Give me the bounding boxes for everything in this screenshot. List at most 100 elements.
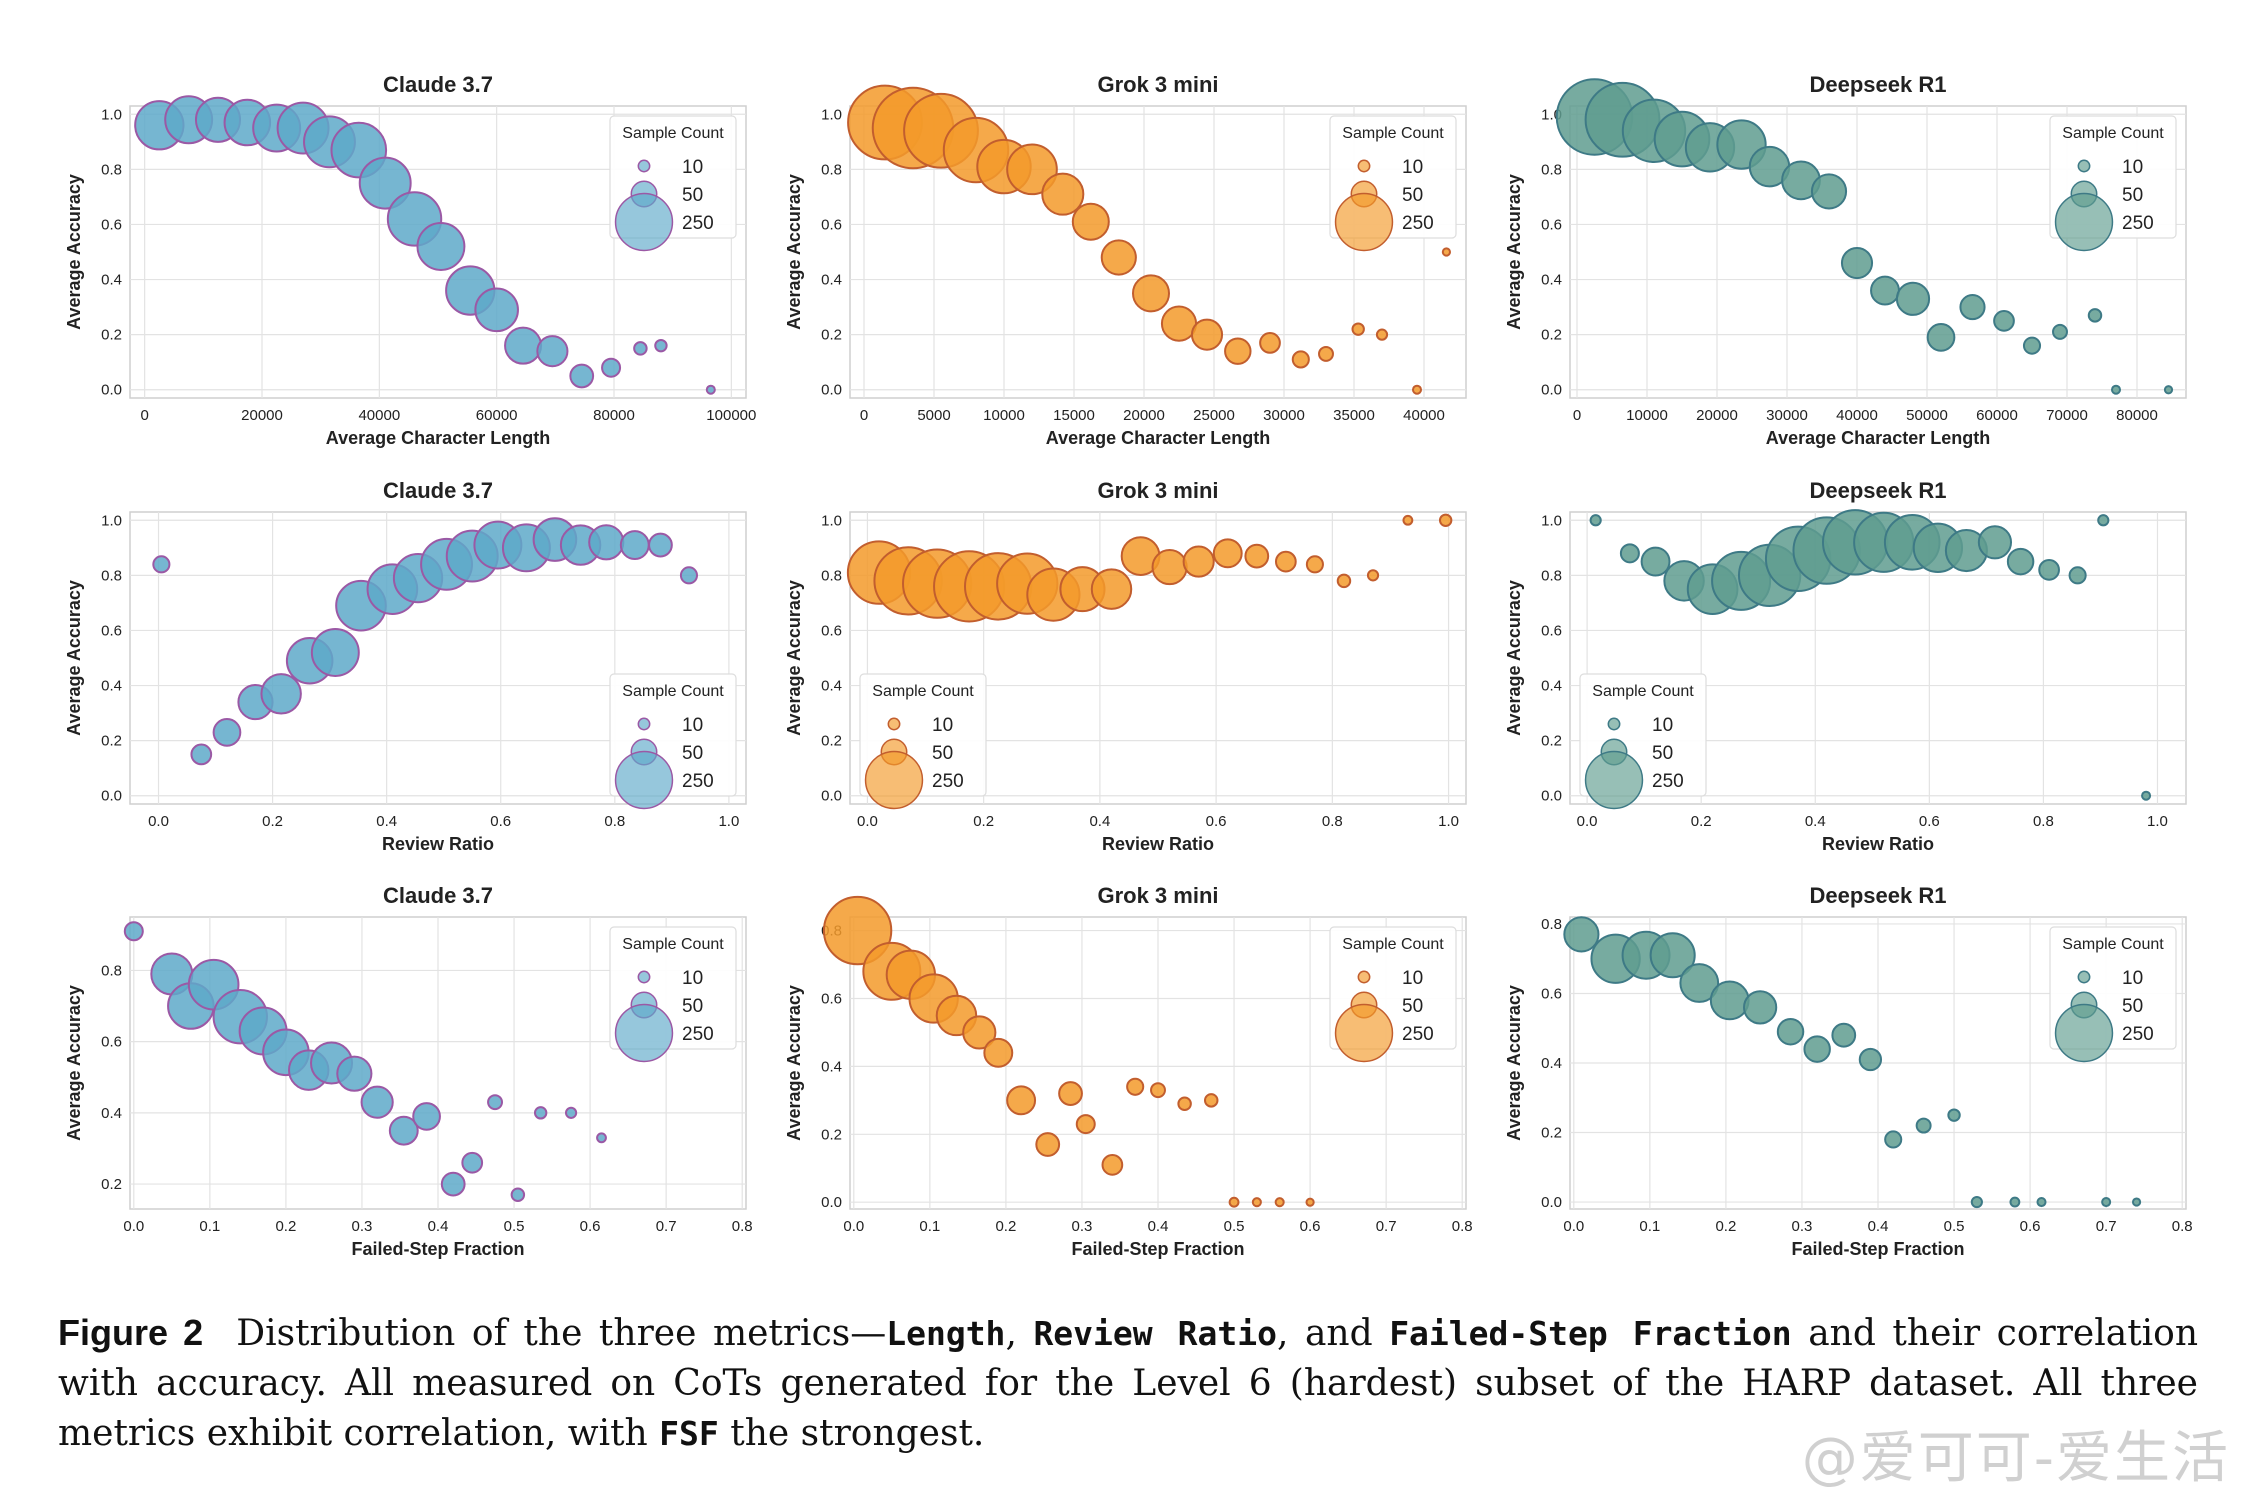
watermark: @爱可可-爱生活: [1801, 1426, 2230, 1491]
data-point: [1090, 568, 1133, 610]
y-tick-label: 1.0: [1541, 512, 1562, 529]
y-tick-label: 0.2: [1541, 1125, 1562, 1142]
legend-marker: [887, 717, 901, 731]
x-tick-label: 5000: [917, 407, 950, 424]
x-tick-label: 40000: [1403, 407, 1445, 424]
legend-entry: 10: [2122, 968, 2143, 989]
legend-title: Sample Count: [622, 125, 724, 142]
x-tick-label: 0.8: [1322, 813, 1343, 830]
legend-marker: [2054, 192, 2114, 252]
data-point: [962, 1015, 997, 1050]
data-point: [588, 524, 625, 561]
x-tick-label: 0.7: [656, 1218, 677, 1235]
legend-marker: [614, 750, 674, 810]
data-point: [1150, 1082, 1166, 1099]
legend-marker: [637, 159, 651, 173]
x-tick-label: 0.6: [580, 1218, 601, 1235]
legend-entry: 50: [682, 996, 703, 1017]
data-point: [1743, 990, 1778, 1025]
x-tick-label: 0.8: [1452, 1218, 1473, 1235]
x-tick-label: 0.3: [352, 1218, 373, 1235]
x-tick-label: 60000: [476, 407, 518, 424]
data-point: [2022, 336, 2042, 355]
y-tick-label: 0.4: [1541, 272, 1562, 289]
legend-marker: [637, 970, 651, 984]
x-tick-label: 0.0: [148, 813, 169, 830]
data-point: [1336, 573, 1352, 589]
x-tick-label: 0.8: [2172, 1218, 2193, 1235]
x-axis-label: Review Ratio: [1822, 834, 1934, 854]
data-point: [1251, 1197, 1262, 1208]
x-axis-label: Failed-Step Fraction: [1071, 1239, 1244, 1259]
x-tick-label: 1.0: [2147, 813, 2168, 830]
legend-title: Sample Count: [1342, 125, 1444, 142]
data-point: [2036, 1197, 2047, 1208]
data-point: [1959, 294, 1986, 321]
x-tick-label: 0.7: [1376, 1218, 1397, 1235]
legend-entry: 10: [1652, 715, 1673, 736]
x-tick-label: 0.0: [1563, 1218, 1584, 1235]
x-tick-label: 0.0: [843, 1218, 864, 1235]
legend: Sample Count 10 50 250: [1329, 115, 1457, 252]
data-point: [1058, 1081, 1083, 1106]
x-tick-label: 0.8: [604, 813, 625, 830]
y-tick-label: 0.2: [101, 1176, 122, 1193]
legend-marker: [864, 750, 924, 810]
caption-label: Figure 2: [58, 1312, 204, 1353]
caption-text-2: ,: [1005, 1313, 1034, 1354]
x-tick-label: 20000: [1123, 407, 1165, 424]
legend: Sample Count 10 50 250: [2049, 926, 2177, 1063]
data-point: [388, 1115, 419, 1146]
legend: Sample Count 10 50 250: [859, 673, 987, 810]
data-point: [1318, 345, 1334, 362]
x-axis-label: Failed-Step Fraction: [351, 1239, 524, 1259]
y-tick-label: 0.4: [821, 272, 842, 289]
subplot-6: 0.0 0.2 0.4 0.6 0.8 1.0 0.0 0.2 0.4 0.6 0.8 1.0 Deep…: [1504, 478, 2187, 854]
data-point: [983, 1037, 1014, 1068]
data-point: [1259, 332, 1281, 354]
y-axis-label: Average Accuracy: [64, 174, 84, 330]
y-tick-label: 0.6: [821, 990, 842, 1007]
legend: Sample Count 10 50 250: [2049, 115, 2177, 252]
data-point: [1441, 247, 1452, 257]
legend-entry: 10: [1402, 968, 1423, 989]
legend-entry: 250: [682, 771, 714, 792]
legend-marker: [2054, 1003, 2114, 1063]
x-tick-label: 70000: [2046, 407, 2088, 424]
legend-marker: [1334, 1003, 1394, 1063]
x-tick-label: 0.4: [376, 813, 397, 830]
data-point: [1438, 513, 1453, 527]
x-tick-label: 0.1: [1639, 1218, 1660, 1235]
x-tick-label: 0: [1573, 407, 1581, 424]
data-point: [1993, 310, 2015, 332]
data-point: [1970, 1195, 1983, 1209]
data-point: [504, 326, 543, 365]
x-tick-label: 35000: [1333, 407, 1375, 424]
data-point: [212, 718, 242, 747]
data-point: [2006, 547, 2035, 576]
data-point: [1177, 1096, 1192, 1111]
legend-title: Sample Count: [1342, 936, 1444, 953]
data-point: [1619, 543, 1640, 564]
y-tick-label: 0.8: [1541, 161, 1562, 178]
x-tick-label: 0.3: [1072, 1218, 1093, 1235]
x-tick-label: 1.0: [1438, 813, 1459, 830]
legend-marker: [614, 1003, 674, 1063]
y-tick-label: 1.0: [101, 106, 122, 123]
data-point: [1160, 305, 1198, 342]
data-point: [648, 532, 673, 558]
data-point: [564, 1106, 578, 1119]
data-point: [1132, 274, 1170, 313]
data-point: [1228, 1196, 1240, 1208]
y-tick-label: 0.4: [1541, 678, 1562, 695]
y-tick-label: 0.6: [1541, 985, 1562, 1002]
y-tick-label: 0.8: [821, 161, 842, 178]
subplot-9: 0.0 0.1 0.2 0.3 0.4 0.5 0.6 0.7 0.8 0.0 0.2 0.4 0.6 0…: [1504, 883, 2193, 1259]
y-tick-label: 0.4: [821, 1058, 842, 1075]
y-axis-label: Average Accuracy: [784, 580, 804, 736]
x-tick-label: 40000: [358, 407, 400, 424]
legend-entry: 10: [682, 715, 703, 736]
data-point: [1151, 549, 1188, 586]
subplot-title: Deepseek R1: [1810, 478, 1947, 503]
data-point: [601, 357, 622, 378]
